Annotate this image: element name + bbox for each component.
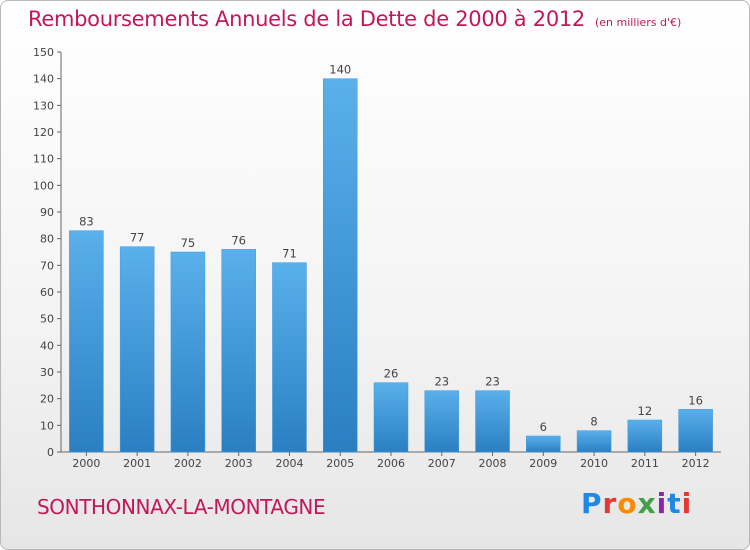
data-label: 83	[79, 215, 94, 229]
y-tick-label: 70	[40, 259, 54, 272]
x-tick-label: 2001	[123, 457, 151, 470]
bar	[119, 246, 155, 453]
x-tick-label: 2007	[428, 457, 456, 470]
bar	[475, 390, 510, 453]
y-tick-label: 120	[33, 126, 54, 139]
x-tick-label: 2003	[225, 457, 253, 470]
unit-label: (en milliers d'€)	[595, 16, 682, 29]
data-label: 75	[181, 236, 196, 250]
x-tick-label: 2002	[174, 457, 202, 470]
y-tick-label: 10	[40, 419, 54, 432]
y-tick-label: 140	[33, 73, 54, 86]
data-label: 76	[231, 233, 246, 247]
y-tick-label: 20	[40, 393, 54, 406]
y-tick-label: 40	[40, 339, 54, 352]
bar	[627, 419, 663, 453]
data-label: 16	[688, 393, 703, 407]
y-tick-label: 90	[40, 206, 54, 219]
y-tick-label: 130	[33, 99, 54, 112]
x-tick-label: 2008	[479, 457, 507, 470]
title-text: Remboursements Annuels de la Dette de 20…	[28, 7, 585, 31]
data-label: 6	[540, 420, 547, 434]
data-label: 8	[590, 415, 597, 429]
y-tick-label: 80	[40, 233, 54, 246]
data-label: 77	[130, 231, 145, 245]
logo-letter: P	[581, 487, 603, 520]
y-tick-label: 30	[40, 366, 54, 379]
data-label: 23	[485, 375, 500, 389]
logo-letter: r	[602, 487, 618, 520]
bar	[424, 390, 460, 453]
data-label: 140	[329, 63, 351, 77]
data-label: 71	[282, 247, 297, 261]
x-tick-label: 2006	[377, 457, 405, 470]
proxiti-logo: Proxiti	[581, 487, 692, 520]
x-tick-label: 2011	[631, 457, 659, 470]
data-label: 26	[384, 367, 399, 381]
bar	[373, 382, 409, 453]
y-tick-label: 110	[33, 153, 54, 166]
commune-name: SONTHONNAX-LA-MONTAGNE	[37, 495, 326, 519]
bar	[576, 430, 612, 453]
y-tick-label: 60	[40, 286, 54, 299]
bar	[272, 262, 307, 453]
x-tick-label: 2000	[72, 457, 100, 470]
x-tick-label: 2010	[580, 457, 608, 470]
bar	[526, 435, 561, 453]
x-tick-label: 2009	[529, 457, 557, 470]
x-tick-label: 2012	[682, 457, 710, 470]
data-label: 12	[638, 404, 653, 418]
bar	[69, 230, 104, 453]
bar	[221, 249, 256, 453]
logo-letter: t	[667, 487, 682, 520]
logo-letter: o	[617, 487, 638, 520]
bar	[170, 251, 206, 453]
data-label: 23	[434, 375, 449, 389]
bar	[322, 78, 358, 453]
bar	[678, 409, 713, 453]
logo-letter: x	[637, 487, 657, 520]
y-tick-label: 150	[33, 46, 54, 59]
y-tick-label: 0	[47, 446, 54, 459]
x-tick-label: 2004	[275, 457, 303, 470]
chart-title: Remboursements Annuels de la Dette de 20…	[28, 7, 681, 31]
logo-letter: i	[681, 487, 693, 520]
y-tick-label: 50	[40, 313, 54, 326]
logo-letter: i	[656, 487, 668, 520]
y-tick-label: 100	[33, 179, 54, 192]
x-tick-label: 2005	[326, 457, 354, 470]
